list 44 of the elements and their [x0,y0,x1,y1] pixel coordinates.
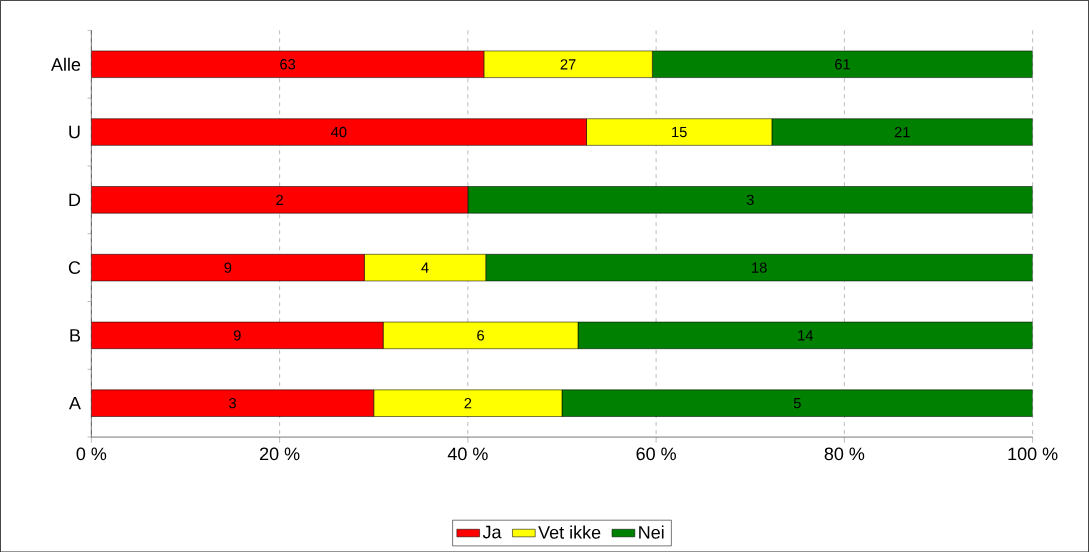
x-tick-label: 80 % [824,447,865,460]
x-tick-label: 40 % [447,447,488,460]
annotation: 61 [835,58,850,70]
y-tick-label: B [70,329,81,342]
annotation: 15 [672,126,687,137]
annotation: 3 [229,397,236,409]
bar [91,118,587,146]
y-tick-label: Alle [51,57,81,71]
y-tick-label: U [69,125,80,139]
annotation: 21 [894,126,910,137]
annotation: 18 [752,262,767,273]
annotation: 63 [280,58,296,70]
x-tick-label: 0 % [76,447,107,460]
legend-label: Ja [482,525,502,539]
annotation: 2 [464,397,472,409]
y-tick-label: A [69,396,81,410]
bar [485,253,1033,282]
bar [577,321,1033,349]
bar [91,50,485,78]
bar [561,389,1033,417]
y-tick-label: C [68,261,81,274]
bar [91,389,374,417]
annotation: 40 [331,126,347,138]
bar [91,321,384,349]
bar [91,186,469,214]
annotation: 3 [746,194,754,205]
annotation: 5 [793,397,801,409]
annotation: 6 [477,330,484,341]
bar [771,118,1033,146]
bar [467,186,1033,214]
x-tick-label: 100 % [1008,447,1058,460]
legend-label: Nei [639,525,664,539]
annotation: 27 [560,58,576,70]
y-tick-label: D [69,193,81,206]
bar [652,50,1033,78]
annotation: 9 [233,330,241,341]
annotation: 14 [798,330,814,341]
legend-label: Vet ikke [538,525,601,539]
annotation: 9 [224,262,232,273]
annotation: 4 [421,262,429,273]
x-tick-label: 60 % [636,447,676,460]
bar [91,253,365,282]
annotation: 2 [276,194,283,205]
x-tick-label: 20 % [260,447,300,460]
